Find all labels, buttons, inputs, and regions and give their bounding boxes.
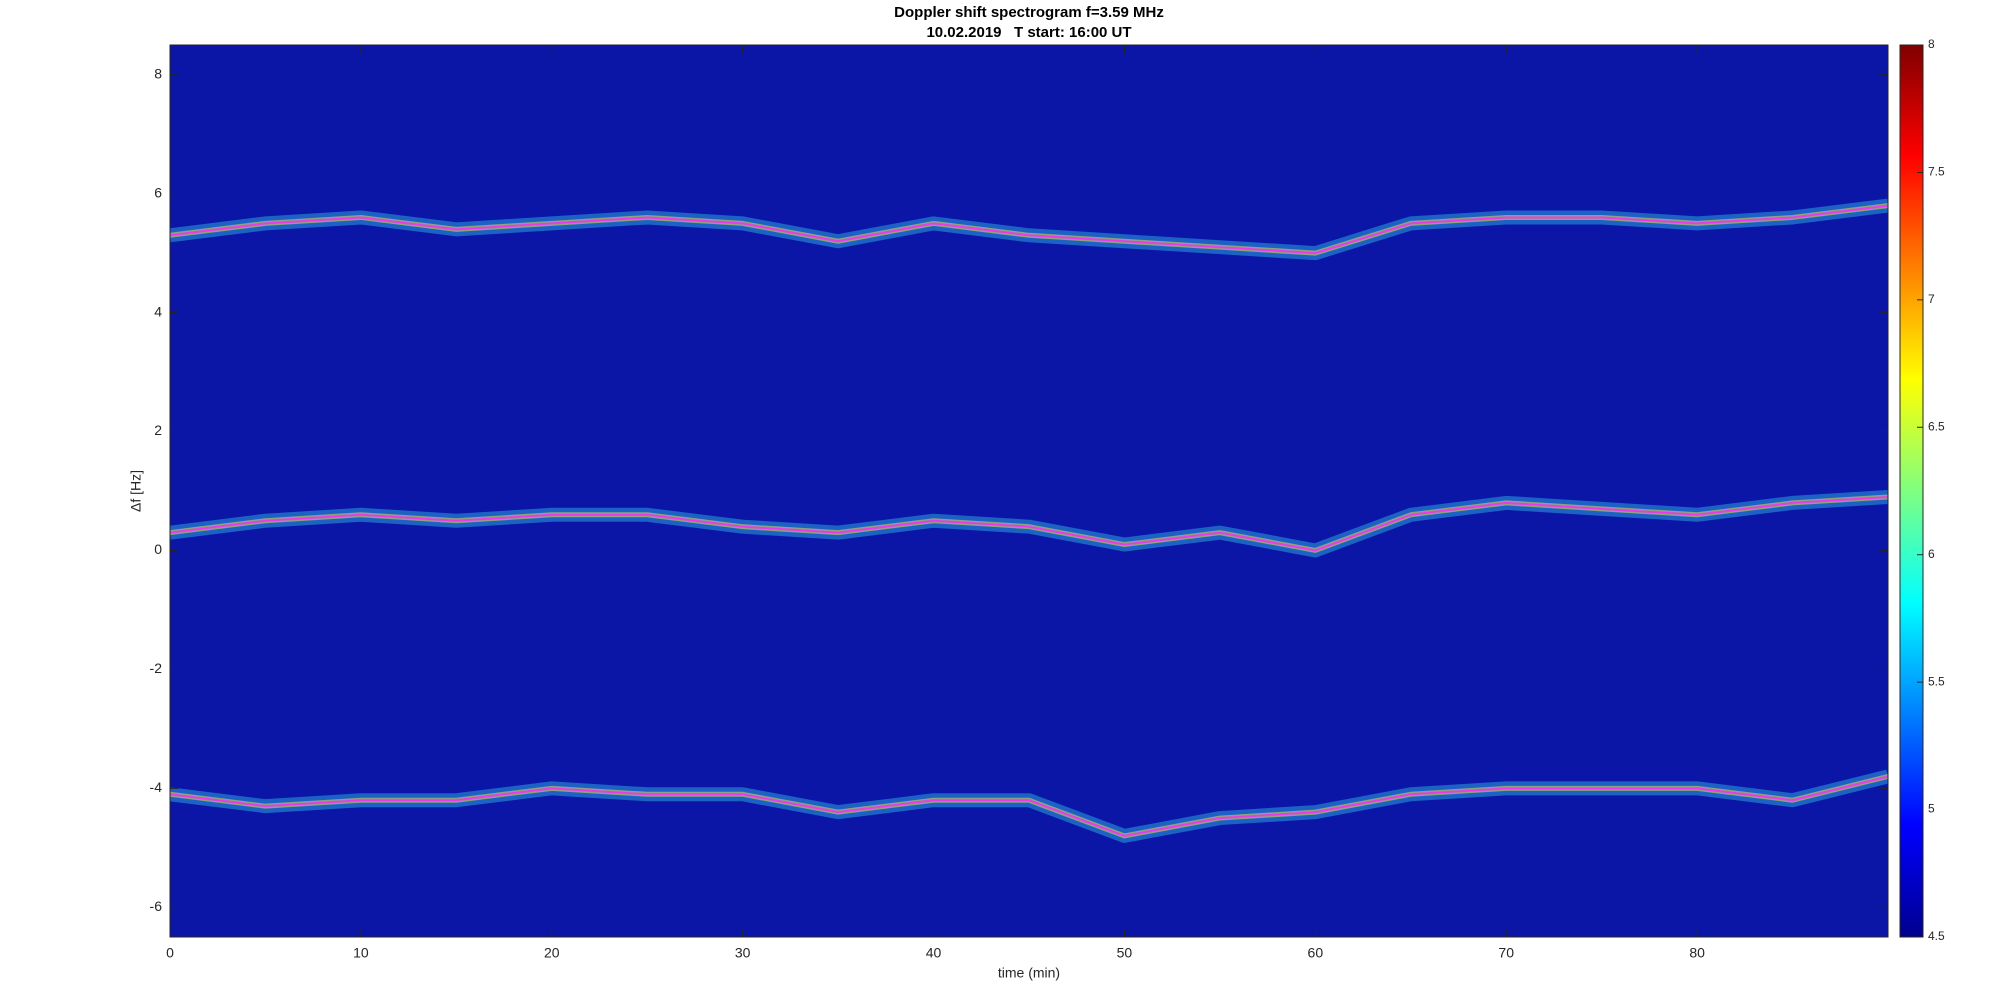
y-tick-label: 8 [154,65,162,81]
y-tick-label: -4 [150,779,163,795]
colorbar-tick-label: 5 [1928,802,1935,816]
colorbar-tick-label: 6 [1928,547,1935,561]
y-tick-label: -6 [150,898,163,914]
x-tick-label: 30 [735,945,751,961]
traces [170,198,1888,843]
x-axis-label: time (min) [998,965,1060,981]
colorbar-tick-label: 5.5 [1928,674,1945,688]
x-tick-label: 80 [1689,945,1705,961]
x-tick-label: 60 [1308,945,1324,961]
x-tick-label: 10 [353,945,369,961]
y-tick-label: 0 [154,541,162,557]
y-tick-label: 4 [154,303,162,319]
x-tick-label: 40 [926,945,942,961]
trace-line [170,204,1888,255]
x-tick-label: 20 [544,945,560,961]
chart-subtitle: 10.02.2019 T start: 16:00 UT [926,24,1131,41]
colorbar-tick-label: 7.5 [1928,165,1945,179]
x-tick-label: 70 [1498,945,1514,961]
colorbar-tick-label: 6.5 [1928,419,1945,433]
y-axis-label: Δf [Hz] [128,470,144,512]
colorbar-tick-label: 4.5 [1928,929,1945,943]
x-tick-label: 0 [166,945,174,961]
y-tick-label: -2 [150,660,163,676]
trace-line [170,775,1888,837]
chart-title: Doppler shift spectrogram f=3.59 MHz [894,4,1164,21]
trace-line [170,495,1888,552]
colorbar-tick-label: 7 [1928,292,1935,306]
x-tick-label: 50 [1117,945,1133,961]
axes-box [169,44,1889,938]
colorbar [1899,44,1924,938]
colorbar-tick-label: 8 [1928,37,1935,51]
y-tick-label: 6 [154,184,162,200]
y-tick-label: 2 [154,422,162,438]
